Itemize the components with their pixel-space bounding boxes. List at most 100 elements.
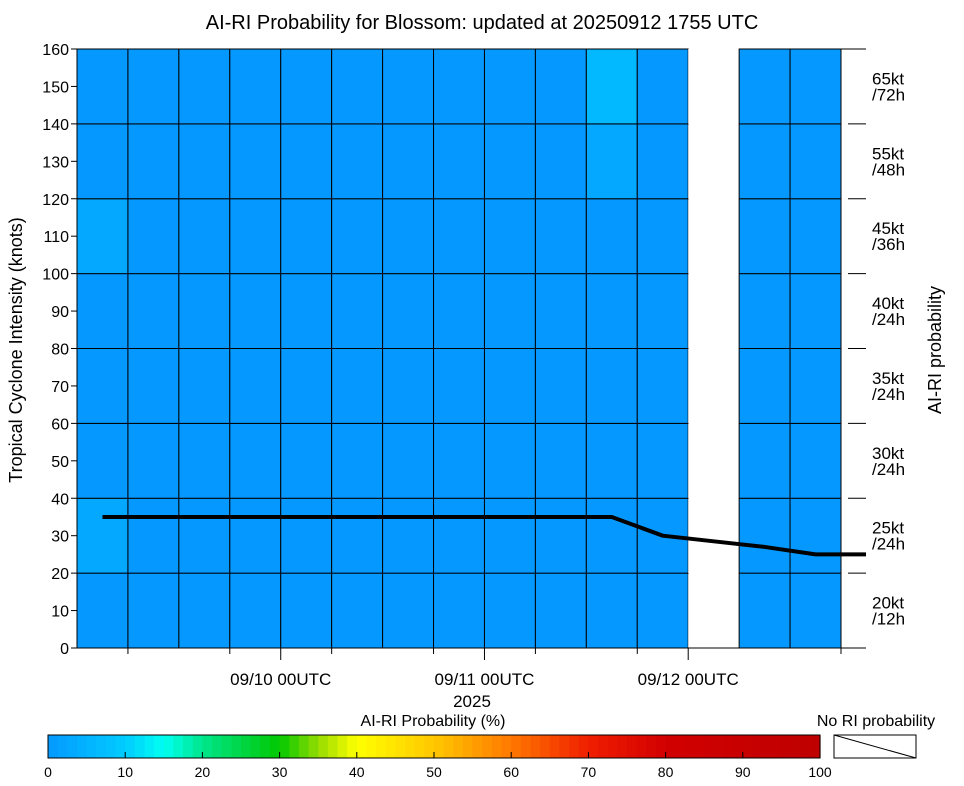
- right-axis-label: AI-RI probability: [925, 286, 945, 414]
- heatmap-cell: [483, 572, 536, 649]
- colorbar-segment: [733, 735, 744, 758]
- y-tick-label: 70: [51, 379, 69, 396]
- heatmap-cell: [76, 273, 129, 349]
- heatmap-cell: [76, 572, 129, 649]
- colorbar-segment: [655, 735, 667, 758]
- heatmap-cell: [483, 123, 536, 200]
- colorbar-segment: [134, 735, 146, 758]
- missing-cell: [688, 423, 740, 499]
- heatmap-cell: [585, 123, 638, 200]
- heatmap-cell: [127, 422, 180, 499]
- heatmap-cell: [229, 123, 282, 200]
- heatmap-cell: [178, 497, 231, 574]
- y-tick-label: 10: [51, 604, 69, 621]
- heatmap-cell: [483, 422, 536, 499]
- heatmap-cell: [433, 348, 485, 424]
- colorbar-segment: [578, 735, 589, 758]
- ri-threshold-hours: /48h: [872, 160, 905, 179]
- ri-threshold-axis: 20kt/12h25kt/24h30kt/24h35kt/24h40kt/24h…: [841, 48, 905, 649]
- y-tick-label: 0: [60, 641, 69, 658]
- heatmap-cell: [738, 348, 791, 424]
- colorbar-segment: [723, 735, 734, 758]
- y-tick-label: 30: [51, 529, 69, 546]
- no-ri-label: No RI probability: [817, 713, 935, 730]
- heatmap-cell: [585, 422, 638, 499]
- heatmap-cell: [76, 123, 129, 200]
- heatmap-cell: [789, 497, 842, 574]
- colorbar-segment: [646, 735, 657, 758]
- heatmap-cell: [229, 273, 282, 349]
- colorbar-segment: [250, 735, 261, 758]
- x-axis: 09/10 00UTC 09/11 00UTC 09/12 00UTC: [127, 648, 842, 689]
- colorbar-segment: [501, 735, 512, 758]
- heatmap-cell: [433, 48, 485, 125]
- y-axis-label: Tropical Cyclone Intensity (knots): [6, 217, 26, 482]
- heatmap-cell: [178, 422, 231, 499]
- ri-threshold-hours: /24h: [872, 460, 905, 479]
- no-ri-swatch-slash: [833, 734, 917, 759]
- colorbar-segment: [762, 735, 773, 758]
- heatmap-cell: [789, 348, 842, 424]
- colorbar-segment: [569, 735, 580, 758]
- ri-threshold-kt: 25kt: [872, 519, 904, 538]
- colorbar-segment: [462, 735, 474, 758]
- colorbar-tick-label: 80: [658, 764, 674, 780]
- heatmap-cell: [433, 422, 485, 499]
- colorbar-tick-label: 100: [808, 764, 832, 780]
- heatmap-cell: [382, 348, 435, 424]
- colorbar-segment: [289, 735, 300, 758]
- x-axis-year-label: 2025: [453, 692, 491, 711]
- heatmap-cell: [789, 422, 842, 499]
- y-tick-label: 80: [51, 342, 69, 359]
- y-tick-label: 90: [51, 304, 69, 321]
- colorbar-segment: [86, 735, 97, 758]
- missing-cell: [688, 49, 740, 124]
- colorbar-segment: [241, 735, 252, 758]
- y-tick-label: 50: [51, 454, 69, 471]
- y-tick-label: 110: [43, 229, 69, 246]
- heatmap-cell: [127, 348, 180, 424]
- colorbar-segment: [279, 735, 290, 758]
- missing-cell: [688, 198, 740, 274]
- y-tick-label: 160: [42, 42, 69, 59]
- heatmap-cell: [127, 123, 180, 200]
- heatmap-cell: [229, 198, 282, 275]
- colorbar-segment: [202, 735, 213, 758]
- ri-threshold-kt: 40kt: [872, 294, 904, 313]
- colorbar-segment: [154, 735, 165, 758]
- heatmap-cell: [76, 422, 129, 499]
- heatmap-cell: [382, 198, 435, 275]
- heatmap-cell: [433, 273, 485, 349]
- heatmap-cell: [382, 572, 435, 649]
- colorbar-segment: [269, 735, 281, 758]
- intensity-line: [102, 514, 866, 557]
- heatmap-cell: [280, 572, 333, 649]
- heatmap-cell: [585, 497, 638, 574]
- colorbar-label: AI-RI Probability (%): [361, 713, 506, 730]
- colorbar-segment: [183, 735, 194, 758]
- colorbar-segment: [221, 735, 232, 758]
- heatmap-cell: [789, 273, 842, 349]
- heatmap-cell: [229, 48, 282, 125]
- intensity-series: [102, 514, 866, 557]
- colorbar-tick-label: 90: [735, 764, 751, 780]
- colorbar-segment: [260, 735, 271, 758]
- ri-threshold-kt: 30kt: [872, 444, 904, 463]
- heatmap-cell: [229, 348, 282, 424]
- colorbar-segment: [791, 735, 802, 758]
- colorbar-segment: [810, 735, 821, 758]
- heatmap-cell: [127, 273, 180, 349]
- missing-cell: [688, 273, 740, 349]
- missing-cell: [688, 123, 740, 199]
- colorbar-segment: [453, 735, 464, 758]
- heatmap-cell: [483, 348, 536, 424]
- heatmap-cell: [331, 48, 384, 125]
- heatmap-cell: [280, 348, 333, 424]
- colorbar-segment: [588, 735, 599, 758]
- ri-threshold-hours: /12h: [872, 610, 905, 629]
- colorbar-segment: [57, 735, 68, 758]
- heatmap-cell: [433, 497, 485, 574]
- y-tick-label: 40: [51, 491, 69, 508]
- heatmap-cell: [331, 572, 384, 649]
- colorbar-segment: [376, 735, 387, 758]
